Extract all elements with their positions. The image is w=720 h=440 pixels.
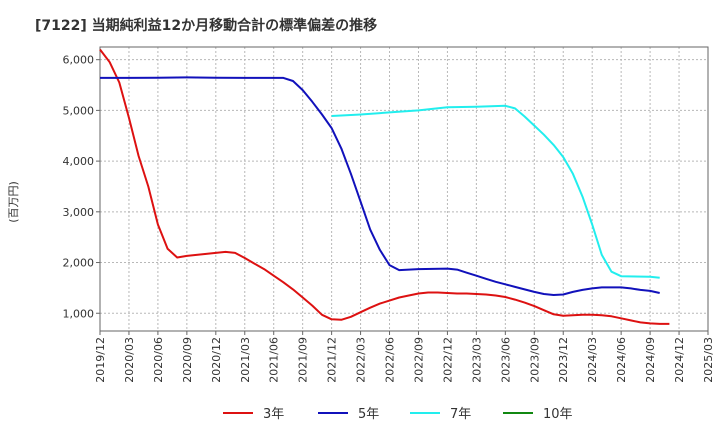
x-tick-label: 2025/03 — [702, 337, 715, 383]
series-line-3 — [331, 104, 660, 279]
x-tick-label: 2024/12 — [673, 337, 686, 383]
x-tick-label: 2021/06 — [268, 337, 281, 383]
x-tick-label: 2023/06 — [499, 337, 512, 383]
plot-area — [99, 46, 709, 332]
x-tick-label: 2022/03 — [355, 337, 368, 383]
y-axis-label: (百万円) — [7, 181, 20, 223]
x-tick-label: 2022/09 — [412, 337, 425, 383]
x-tick-label: 2020/06 — [152, 337, 165, 383]
x-tick-label: 2020/09 — [181, 337, 194, 383]
x-axis: 2019/12 2020/03 2020/06 2020/09 2020/12 2021/… — [94, 331, 715, 383]
y-axis: 1,000 2,000 3,000 4,000 5,000 6,000 — [63, 54, 100, 320]
legend-label: 3年 — [263, 407, 284, 422]
x-tick-label: 2023/03 — [470, 337, 483, 383]
legend-label: 7年 — [450, 407, 471, 422]
series-line-2 — [100, 76, 660, 296]
x-tick-label: 2024/09 — [644, 337, 657, 383]
x-tick-label: 2023/09 — [528, 337, 541, 383]
y-tick-label: 5,000 — [63, 104, 95, 117]
x-tick-label: 2020/03 — [123, 337, 136, 383]
chart-title: [7122] 当期純利益12か月移動合計の標準偏差の推移 — [35, 17, 377, 34]
y-tick-label: 4,000 — [63, 155, 95, 168]
x-tick-label: 2019/12 — [94, 337, 107, 383]
y-tick-label: 2,000 — [63, 257, 95, 270]
x-tick-label: 2022/06 — [384, 337, 397, 383]
x-tick-label: 2020/12 — [210, 337, 223, 383]
series-lines — [99, 48, 670, 325]
x-tick-label: 2021/12 — [326, 337, 339, 383]
legend-label: 10年 — [543, 407, 573, 422]
y-tick-label: 1,000 — [63, 307, 95, 320]
x-tick-label: 2023/12 — [557, 337, 570, 383]
legend-label: 5年 — [358, 407, 379, 422]
legend: 3年 5年 7年 10年 — [223, 407, 573, 422]
x-tick-label: 2024/03 — [586, 337, 599, 383]
grid — [100, 47, 708, 331]
x-tick-label: 2022/12 — [441, 337, 454, 383]
y-tick-label: 3,000 — [63, 206, 95, 219]
x-tick-label: 2021/03 — [239, 337, 252, 383]
x-tick-label: 2024/06 — [615, 337, 628, 383]
y-tick-label: 6,000 — [63, 54, 95, 67]
x-tick-label: 2021/09 — [297, 337, 310, 383]
series-line-1 — [99, 48, 670, 325]
